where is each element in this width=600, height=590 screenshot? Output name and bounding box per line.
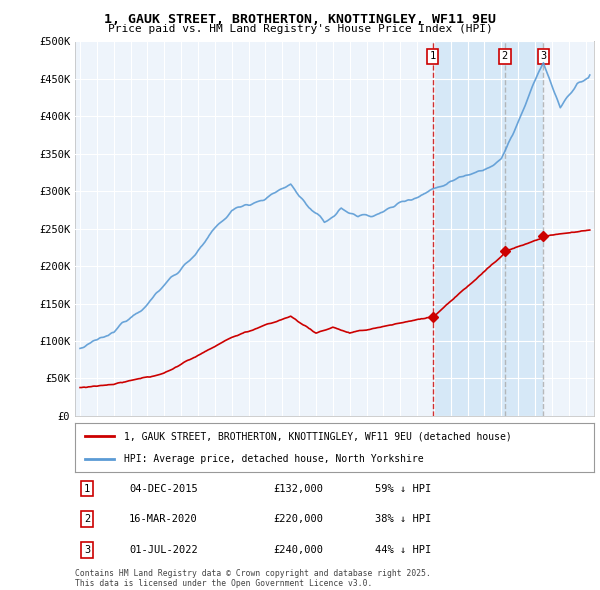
Text: £132,000: £132,000 (273, 484, 323, 493)
Text: 44% ↓ HPI: 44% ↓ HPI (375, 545, 431, 555)
Text: 1: 1 (430, 51, 436, 61)
Text: HPI: Average price, detached house, North Yorkshire: HPI: Average price, detached house, Nort… (124, 454, 424, 464)
Text: 01-JUL-2022: 01-JUL-2022 (129, 545, 198, 555)
Text: 59% ↓ HPI: 59% ↓ HPI (375, 484, 431, 493)
Text: 3: 3 (541, 51, 547, 61)
Bar (433, 41, 544, 416)
Text: 1: 1 (84, 484, 90, 493)
Text: Price paid vs. HM Land Registry's House Price Index (HPI): Price paid vs. HM Land Registry's House … (107, 24, 493, 34)
Text: £220,000: £220,000 (273, 514, 323, 524)
Text: £240,000: £240,000 (273, 545, 323, 555)
Text: 1, GAUK STREET, BROTHERTON, KNOTTINGLEY, WF11 9EU: 1, GAUK STREET, BROTHERTON, KNOTTINGLEY,… (104, 13, 496, 26)
Text: 38% ↓ HPI: 38% ↓ HPI (375, 514, 431, 524)
Text: 2: 2 (502, 51, 508, 61)
Text: 04-DEC-2015: 04-DEC-2015 (129, 484, 198, 493)
Text: 1, GAUK STREET, BROTHERTON, KNOTTINGLEY, WF11 9EU (detached house): 1, GAUK STREET, BROTHERTON, KNOTTINGLEY,… (124, 431, 512, 441)
Text: 2: 2 (84, 514, 90, 524)
Text: 16-MAR-2020: 16-MAR-2020 (129, 514, 198, 524)
Text: Contains HM Land Registry data © Crown copyright and database right 2025.
This d: Contains HM Land Registry data © Crown c… (75, 569, 431, 588)
Text: 3: 3 (84, 545, 90, 555)
